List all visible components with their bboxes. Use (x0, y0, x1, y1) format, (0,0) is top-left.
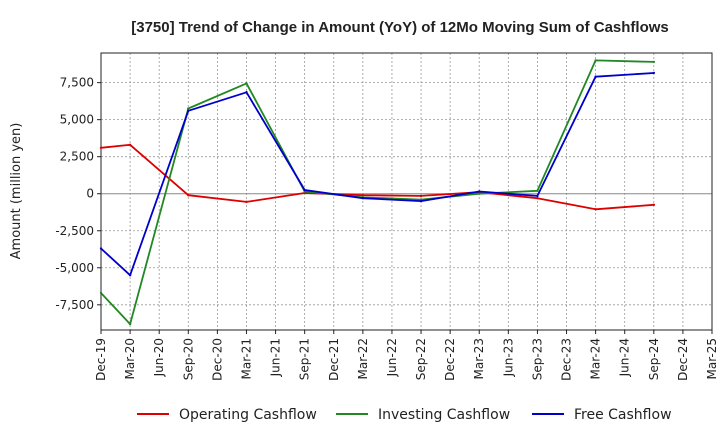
x-tick-label: Sep-21 (298, 338, 312, 380)
x-tick-label: Jun-23 (501, 338, 515, 377)
y-tick-label: -5,000 (55, 261, 94, 275)
data-point (478, 192, 481, 195)
data-point (594, 59, 597, 62)
x-tick-label: Jun-20 (152, 338, 166, 377)
data-point (536, 189, 539, 192)
chart-title: [3750] Trend of Change in Amount (YoY) o… (131, 19, 669, 36)
legend-label: Investing Cashflow (378, 407, 510, 423)
y-tick-label: 2,500 (60, 150, 94, 164)
data-point (99, 247, 103, 250)
legend-label: Free Cashflow (574, 407, 672, 423)
data-point (187, 109, 190, 112)
data-point (187, 107, 190, 110)
data-point (419, 199, 423, 203)
data-point (594, 208, 597, 211)
data-point (128, 143, 132, 147)
x-tick-label: Mar-23 (472, 338, 486, 379)
axes-layer: Dec-19 Mar-20 Jun-20 Sep-20 Dec-20 Mar-21 Jun-… (55, 76, 719, 381)
data-point (99, 291, 103, 295)
x-tick-label: Mar-22 (356, 338, 370, 379)
data-point (419, 194, 423, 198)
x-tick-label: Dec-22 (443, 338, 457, 381)
series-layer (99, 59, 656, 326)
x-tick-label: Sep-23 (530, 338, 544, 380)
x-tick-label: Sep-24 (647, 338, 661, 380)
data-point (536, 194, 539, 198)
data-point (245, 91, 248, 94)
data-point (536, 196, 539, 200)
x-tick-label: Jun-24 (618, 338, 632, 377)
data-point (652, 203, 656, 207)
x-tick-label: Dec-24 (676, 338, 690, 381)
data-point (99, 146, 103, 150)
data-point (128, 322, 132, 326)
x-tick-label: Mar-25 (705, 338, 719, 379)
x-tick-label: Dec-23 (560, 338, 574, 381)
grid-layer (100, 53, 713, 330)
x-tick-label: Mar-20 (123, 338, 137, 379)
data-point (187, 194, 190, 197)
y-tick-label: 5,000 (60, 113, 94, 127)
y-tick-label: 0 (86, 187, 94, 201)
data-point (361, 194, 365, 197)
x-tick-label: Mar-24 (589, 338, 603, 379)
x-tick-label: Dec-20 (210, 338, 224, 381)
data-point (594, 75, 597, 78)
plot-area-frame (100, 52, 713, 331)
y-tick-label: -7,500 (55, 298, 94, 312)
data-point (245, 82, 248, 85)
x-tick-label: Sep-20 (181, 338, 195, 380)
x-tick-label: Jun-21 (269, 338, 283, 377)
x-tick-label: Mar-21 (239, 338, 253, 379)
data-point (478, 190, 481, 193)
x-tick-label: Dec-21 (327, 338, 341, 381)
y-tick-label: 7,500 (60, 76, 94, 90)
data-point (245, 200, 248, 204)
x-tick-label: Dec-19 (94, 338, 108, 381)
data-point (128, 273, 132, 277)
y-axis-label: Amount (million yen) (9, 123, 24, 260)
legend: Operating Cashflow Investing Cashflow Free… (137, 407, 672, 423)
data-point (652, 60, 656, 64)
x-tick-label: Jun-22 (385, 338, 399, 377)
y-tick-label: -2,500 (55, 224, 94, 238)
data-point (652, 71, 656, 75)
data-point (303, 188, 306, 192)
x-tick-label: Sep-22 (414, 338, 428, 380)
series-line-free-cashflow (100, 72, 654, 277)
data-point (361, 196, 365, 200)
legend-label: Operating Cashflow (179, 407, 317, 423)
